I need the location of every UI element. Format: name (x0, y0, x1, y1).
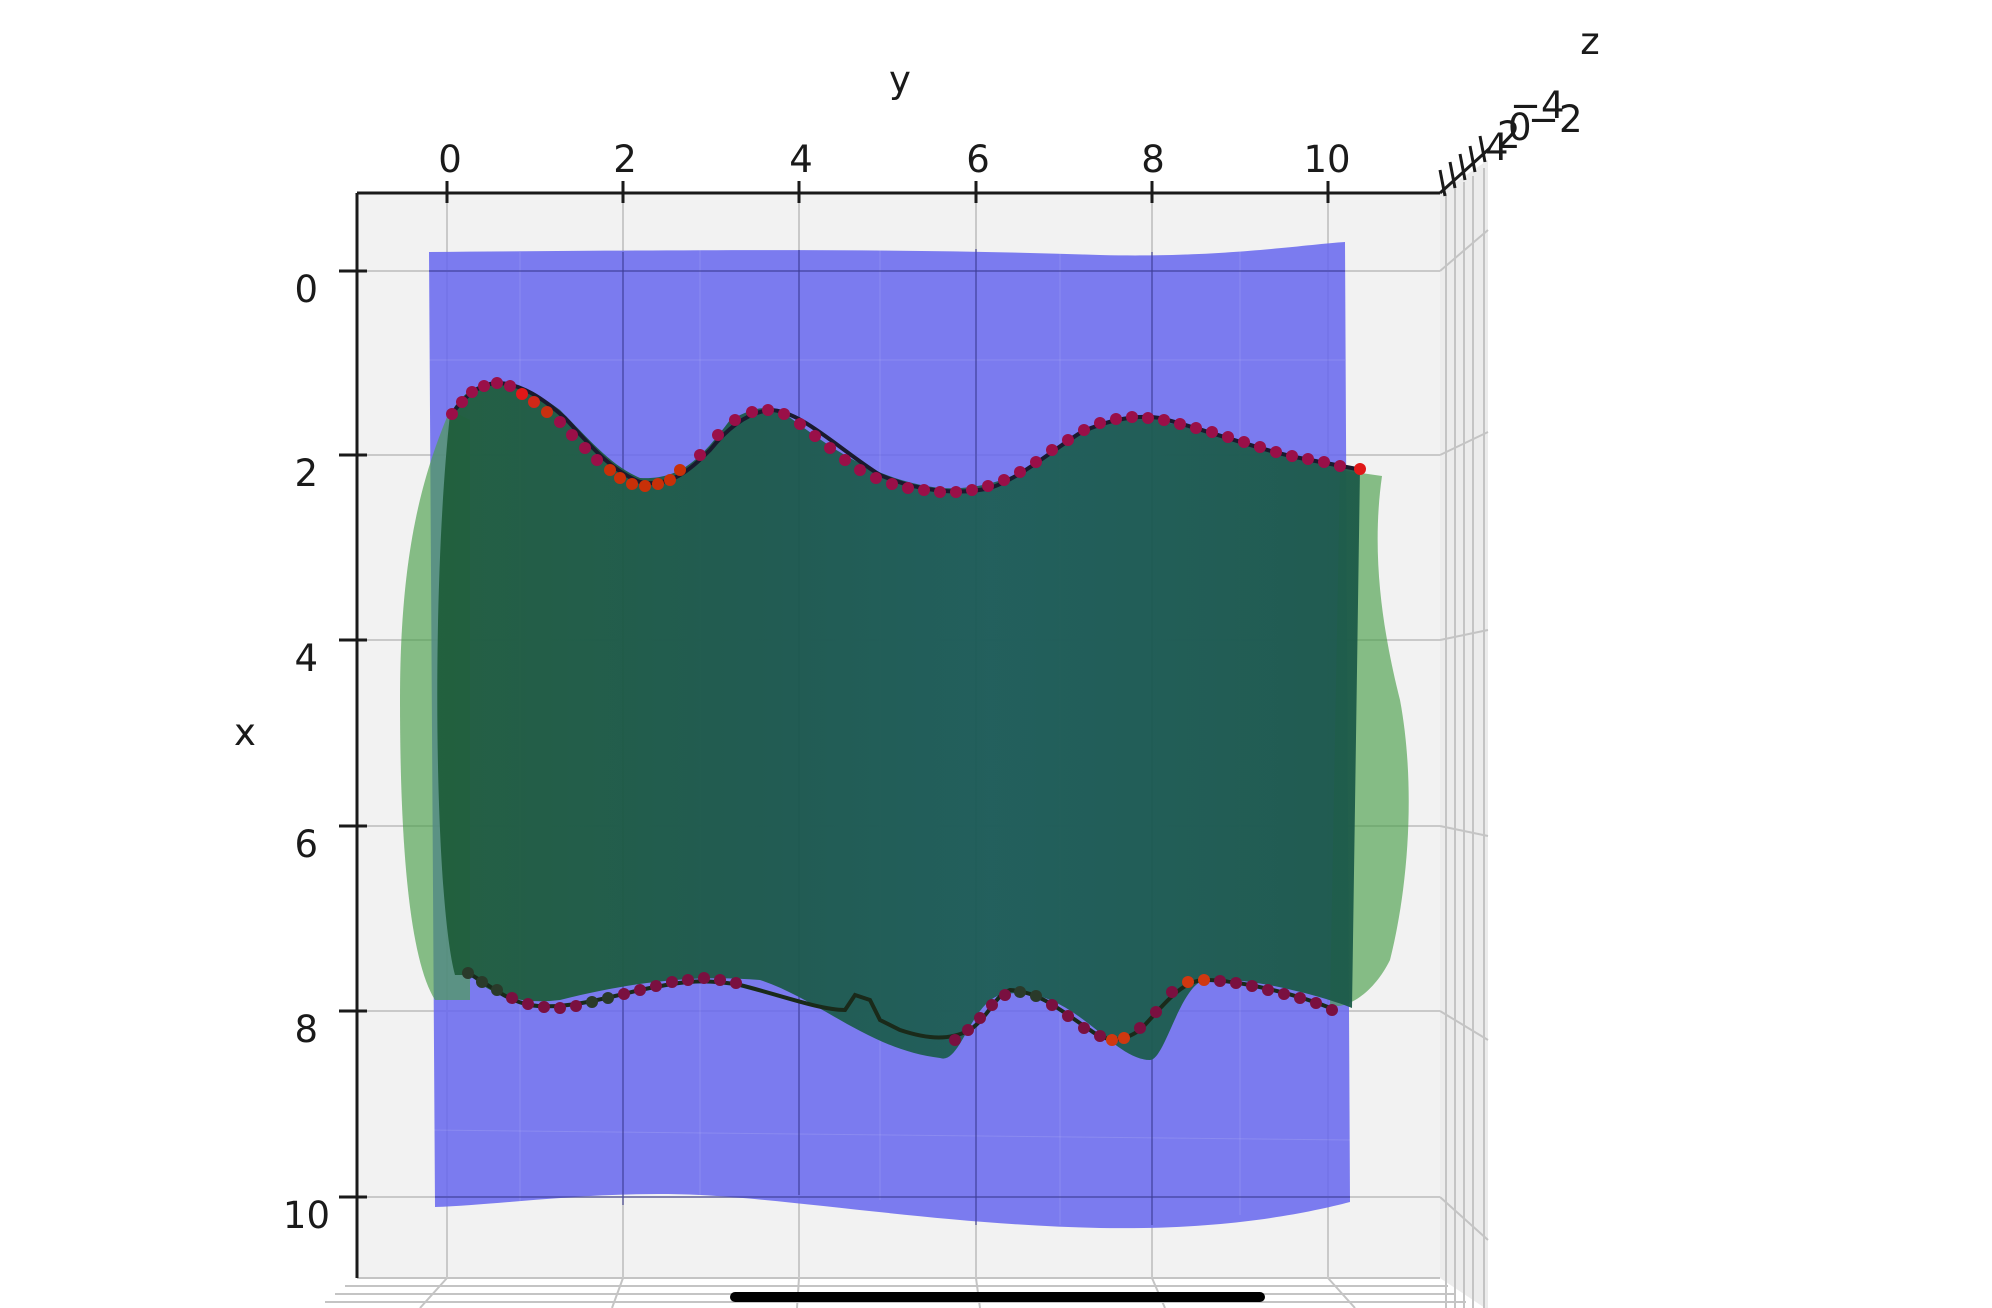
x-ticks (339, 269, 367, 1199)
bottom-boundary-points (462, 967, 1338, 1046)
y-tick-10: 10 (1303, 138, 1350, 181)
y-tick-4: 4 (789, 138, 813, 181)
x-tick-2: 2 (294, 452, 318, 495)
z-ticks (1438, 135, 1487, 197)
green-surface (437, 381, 1360, 1060)
horizontal-scroll-thumb[interactable] (730, 1292, 1265, 1302)
z-depth-lines (1439, 168, 1489, 1308)
z-tick-labels: 4 2 0 −2 −4 (1485, 84, 1583, 169)
x-tick-10: 10 (283, 1194, 330, 1237)
x-tick-labels: 0 2 4 6 8 10 (283, 268, 330, 1237)
x-tick-4: 4 (294, 637, 318, 680)
y-tick-0: 0 (438, 138, 462, 181)
x-tick-8: 8 (294, 1008, 318, 1051)
y-tick-labels: 0 2 4 6 8 10 (438, 138, 1350, 181)
z-tick-m2: −2 (1528, 98, 1583, 141)
y-tick-8: 8 (1141, 138, 1165, 181)
x-tick-6: 6 (294, 823, 318, 866)
y-ticks (445, 181, 1330, 203)
z-axis-label: z (1580, 20, 1599, 63)
y-tick-2: 2 (613, 138, 637, 181)
z-tick-4: 4 (1485, 126, 1509, 169)
y-axis-label: y (889, 58, 911, 101)
x-axis-label: x (234, 711, 256, 754)
y-tick-6: 6 (966, 138, 990, 181)
z-tick-m4: −4 (1510, 84, 1565, 127)
z-tick-2: 2 (1497, 114, 1521, 157)
z-tick-0: 0 (1508, 106, 1532, 149)
top-boundary-points (446, 377, 1366, 498)
z-axis-spine (1438, 146, 1492, 195)
x-tick-0: 0 (294, 268, 318, 311)
